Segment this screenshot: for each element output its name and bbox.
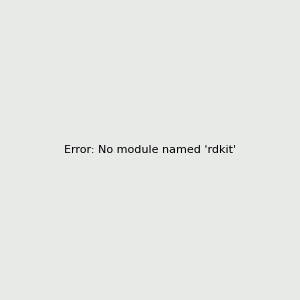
- Text: Error: No module named 'rdkit': Error: No module named 'rdkit': [64, 145, 236, 155]
